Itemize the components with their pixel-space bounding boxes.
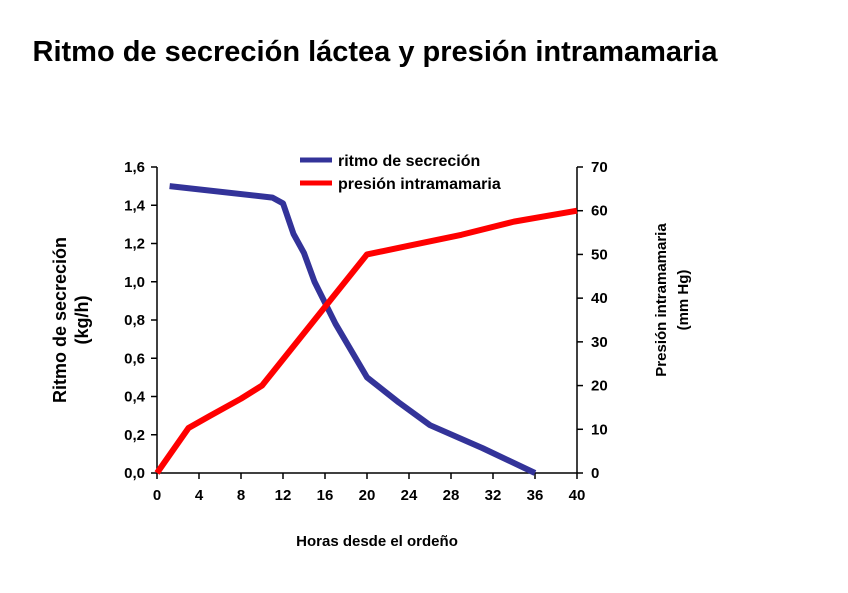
y-right-tick-label: 40 bbox=[591, 290, 608, 307]
x-tick-label: 4 bbox=[195, 487, 204, 504]
x-tick-label: 16 bbox=[317, 487, 334, 504]
x-tick-label: 40 bbox=[569, 487, 586, 504]
y-left-axis-label: Ritmo de secreción bbox=[50, 237, 70, 403]
y-right-axis-label: (mm Hg) bbox=[675, 270, 692, 331]
y-right-tick-label: 0 bbox=[591, 465, 599, 482]
y-right-tick-label: 20 bbox=[591, 378, 608, 395]
y-left-tick-label: 1,0 bbox=[124, 274, 145, 291]
x-tick-label: 28 bbox=[443, 487, 460, 504]
y-left-tick-label: 1,4 bbox=[124, 197, 146, 214]
y-left-tick-label: 1,2 bbox=[124, 236, 145, 253]
x-tick-label: 0 bbox=[153, 487, 161, 504]
y-right-tick-label: 70 bbox=[591, 159, 608, 176]
series-line-2 bbox=[154, 207, 578, 475]
x-tick-label: 20 bbox=[359, 487, 376, 504]
legend-label: ritmo de secreción bbox=[338, 153, 480, 170]
x-tick-label: 36 bbox=[527, 487, 544, 504]
y-left-tick-label: 0,4 bbox=[124, 389, 146, 406]
y-right-axis-label: Presión intramamaria bbox=[653, 223, 670, 377]
x-tick-label: 24 bbox=[401, 487, 418, 504]
y-left-tick-label: 0,8 bbox=[124, 312, 145, 329]
chart-title: Ritmo de secreción láctea y presión intr… bbox=[32, 36, 718, 68]
y-left-tick-label: 0,2 bbox=[124, 427, 145, 444]
y-right-tick-label: 30 bbox=[591, 334, 608, 351]
y-left-axis-label: (kg/h) bbox=[72, 296, 92, 345]
y-left-tick-label: 0,6 bbox=[124, 350, 145, 367]
x-tick-label: 8 bbox=[237, 487, 245, 504]
y-left-tick-label: 0,0 bbox=[124, 465, 145, 482]
y-left-tick-label: 1,6 bbox=[124, 159, 145, 176]
legend-label: presión intramamaria bbox=[338, 176, 501, 193]
y-right-tick-label: 50 bbox=[591, 246, 608, 263]
y-right-tick-label: 60 bbox=[591, 203, 608, 220]
x-axis-label: Horas desde el ordeño bbox=[296, 533, 458, 550]
y-right-tick-label: 10 bbox=[591, 421, 608, 438]
x-tick-label: 32 bbox=[485, 487, 502, 504]
x-tick-label: 12 bbox=[275, 487, 292, 504]
